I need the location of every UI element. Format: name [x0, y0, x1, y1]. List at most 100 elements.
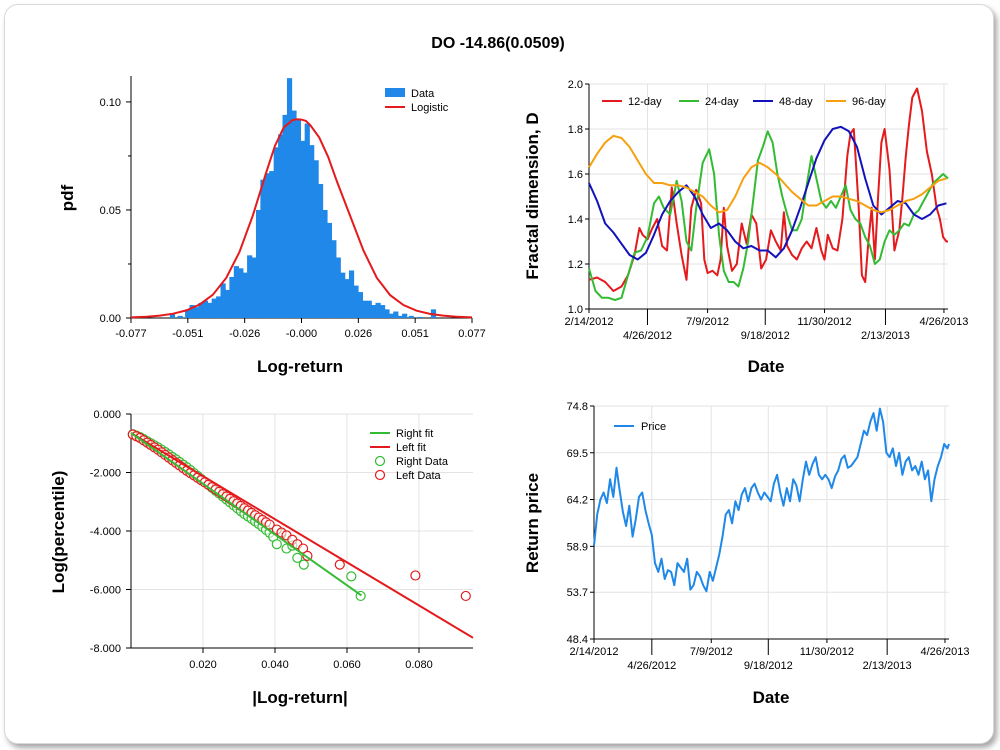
tail-y-tick-label: -2.000	[90, 468, 121, 480]
hist-bar	[177, 315, 183, 318]
hist-bar	[417, 316, 423, 318]
legend-right-data-swatch	[374, 455, 386, 467]
fractal-y-tick-label: 1.2	[568, 259, 583, 271]
legend-logistic-label: Logistic	[411, 102, 449, 114]
price-y-tick-label: 69.5	[567, 448, 588, 460]
hist-bar	[362, 300, 368, 318]
right-data-point	[292, 552, 303, 564]
hist-bar	[353, 285, 359, 318]
hist-bar	[317, 184, 324, 318]
legend-left-data-label: Left Data	[396, 470, 442, 482]
price-x-tick-label: 9/18/2012	[744, 660, 793, 672]
hist-bar	[304, 123, 310, 319]
price-y-tick-label: 64.2	[567, 495, 588, 507]
hist-bar	[255, 209, 262, 318]
tail-ylabel: Log(percentile)	[49, 471, 68, 594]
right-fit-line	[130, 432, 362, 597]
hist-bar	[375, 302, 381, 318]
legend-48-day-label: 48-day	[779, 96, 813, 108]
hist-bar	[207, 302, 213, 318]
legend-right-data-label: Right Data	[396, 456, 449, 468]
price-x-tick-label: 2/13/2013	[863, 660, 912, 672]
tail-x-tick-label: 0.020	[189, 659, 217, 671]
fractal-series-line	[588, 134, 947, 214]
fractal-y-tick-label: 1.0	[568, 304, 583, 316]
hist-bar	[384, 309, 390, 318]
hist-bar	[198, 302, 204, 318]
fractal-y-tick-label: 1.8	[568, 124, 583, 136]
fractal-y-tick-label: 2.0	[568, 79, 583, 91]
figure-card	[4, 4, 994, 744]
price-y-tick-label: 48.4	[567, 634, 588, 646]
legend-24-day-label: 24-day	[705, 96, 739, 108]
hist-bar	[300, 140, 306, 318]
legend-left-data-swatch	[374, 469, 386, 481]
hist-bar	[322, 209, 328, 318]
left-fit-line	[130, 432, 474, 639]
hist-y-tick-label: 0.00	[100, 313, 121, 325]
hist-bar	[273, 147, 279, 318]
fractal-y-tick-label: 1.4	[568, 214, 583, 226]
hist-bar	[189, 305, 195, 318]
price-xlabel: Date	[753, 688, 790, 707]
hist-bar	[247, 255, 253, 318]
hist-xlabel: Log-return	[257, 357, 343, 376]
tail-panel: |Log-return| Log(percentile) 0.020 0.040 0…	[49, 409, 474, 707]
price-x-tick-label: 2/14/2012	[570, 646, 619, 658]
legend-price-label: Price	[641, 421, 666, 433]
left-data-point	[460, 590, 471, 602]
hist-bar	[397, 315, 403, 318]
fractal-x-tick-label: 7/9/2012	[686, 316, 729, 328]
hist-bar	[309, 145, 315, 318]
tail-x-tick-label: 0.060	[333, 659, 361, 671]
hist-bar	[220, 283, 226, 318]
hist-bar	[269, 171, 275, 318]
hist-x-tick-label: -0.077	[115, 328, 146, 340]
hist-bar	[326, 222, 332, 318]
hist-bar	[393, 311, 399, 318]
hist-x-tick-label: 0.051	[401, 328, 429, 340]
hist-y-tick-label: 0.05	[100, 205, 121, 217]
hist-bar	[402, 313, 408, 318]
hist-bar	[408, 315, 414, 318]
hist-bar	[193, 307, 200, 318]
tail-xlabel: |Log-return|	[252, 688, 347, 707]
price-series-line	[593, 407, 950, 593]
price-x-tick-label: 11/30/2012	[800, 646, 854, 658]
hist-bar	[211, 298, 217, 318]
right-data-point	[271, 539, 282, 550]
legend-right-fit-label: Right fit	[396, 428, 433, 440]
hist-bar	[238, 268, 244, 318]
hist-x-tick-label: -0.000	[286, 328, 317, 340]
price-x-tick-label: 4/26/2012	[627, 660, 676, 672]
price-y-tick-label: 53.7	[567, 587, 588, 599]
hist-bar	[357, 292, 363, 318]
left-data-point	[264, 519, 275, 530]
hist-bar	[202, 300, 208, 318]
legend-data-swatch	[385, 88, 405, 97]
legend-96-day-label: 96-day	[852, 96, 886, 108]
hist-bar	[313, 160, 319, 318]
fractal-x-tick-label: 11/30/2012	[797, 316, 851, 328]
hist-bar	[251, 257, 257, 318]
hist-x-tick-label: 0.077	[458, 328, 486, 340]
hist-bar	[242, 272, 248, 318]
fractal-y-tick-label: 1.6	[568, 169, 583, 181]
figure-title: DO -14.86(0.0509)	[431, 35, 564, 52]
fractal-series-line	[588, 87, 948, 292]
fractal-x-tick-label: 9/18/2012	[741, 330, 790, 342]
hist-bar	[286, 78, 293, 319]
right-data-point	[298, 559, 309, 570]
hist-ylabel: pdf	[58, 184, 77, 211]
hist-bar	[260, 179, 266, 318]
fractal-series-line	[588, 130, 949, 301]
histogram-panel: Log-return pdf -0.077 -0.051 -0.026 -0.000 0…	[58, 76, 486, 376]
fractal-x-tick-label: 2/14/2012	[565, 316, 614, 328]
hist-bar	[169, 313, 176, 318]
legend-data-label: Data	[411, 88, 435, 100]
hist-bar	[348, 270, 355, 318]
hist-x-tick-label: 0.026	[345, 328, 373, 340]
price-ylabel: Return price	[523, 473, 542, 573]
hist-bar	[229, 276, 235, 318]
